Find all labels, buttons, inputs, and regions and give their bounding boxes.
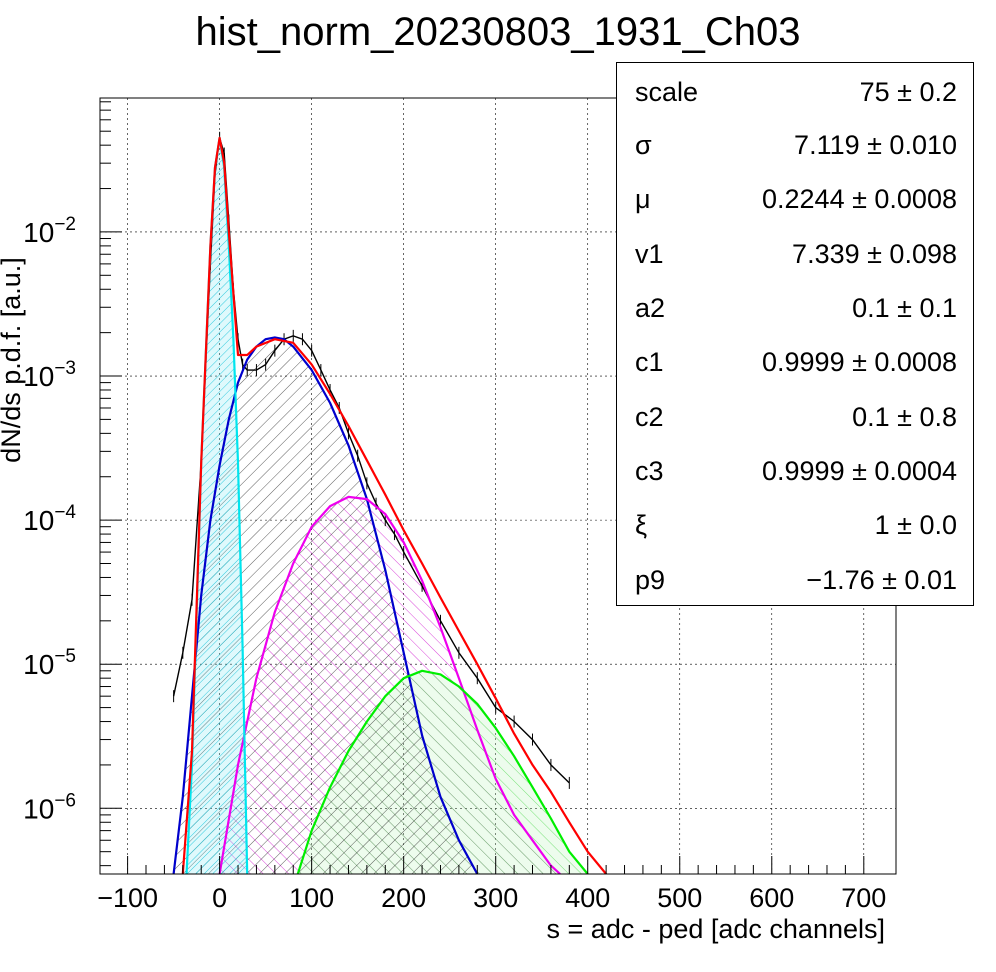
stat-name: c2 bbox=[635, 402, 664, 432]
stat-value: 0.2244 ± 0.0008 bbox=[762, 184, 957, 214]
stat-value: 1 ± 0.0 bbox=[874, 510, 957, 540]
x-tick-label: 200 bbox=[381, 883, 426, 913]
x-axis-label: s = adc - ped [adc channels] bbox=[547, 914, 885, 944]
stat-row: c3 0.9999 ± 0.0004 bbox=[617, 456, 973, 496]
stat-value: 7.339 ± 0.098 bbox=[792, 239, 957, 269]
stat-name: a2 bbox=[635, 293, 666, 323]
stat-row: v1 7.339 ± 0.098 bbox=[617, 239, 973, 279]
y-tick-label: 10−2 bbox=[23, 214, 76, 248]
x-tick-label: −100 bbox=[97, 883, 158, 913]
x-tick-label: 500 bbox=[657, 883, 702, 913]
blue-component-fill bbox=[173, 337, 478, 874]
stats-box: scale 75 ± 0.2 σ 7.119 ± 0.010 μ 0.2244 ± 0… bbox=[616, 62, 974, 606]
stat-row: c2 0.1 ± 0.8 bbox=[617, 402, 973, 442]
triple-pe-fit-line bbox=[296, 669, 589, 874]
stat-name: c3 bbox=[635, 456, 664, 486]
stat-value: 0.9999 ± 0.0004 bbox=[762, 456, 957, 486]
stat-name: scale bbox=[635, 77, 699, 107]
stat-row: a2 0.1 ± 0.1 bbox=[617, 293, 973, 333]
stat-name: p9 bbox=[635, 565, 666, 595]
stat-row: σ 7.119 ± 0.010 bbox=[617, 130, 973, 170]
stat-value: 7.119 ± 0.010 bbox=[794, 130, 957, 160]
component-fills bbox=[173, 137, 588, 874]
y-tick-label: 10−4 bbox=[23, 502, 76, 536]
x-tick-label: 0 bbox=[212, 883, 227, 913]
chart-title: hist_norm_20230803_1931_Ch03 bbox=[195, 10, 801, 54]
axes: −100 0 100 200 300 400 500 600 700 10−6 10−5 10−4 10… bbox=[23, 101, 886, 913]
y-tick-label: 10−6 bbox=[23, 790, 76, 824]
stat-row: ξ 1 ± 0.0 bbox=[617, 510, 973, 550]
stat-row: scale 75 ± 0.2 bbox=[617, 77, 973, 117]
stat-name: σ bbox=[635, 130, 652, 160]
y-tick-label: 10−5 bbox=[23, 646, 76, 680]
stat-value: −1.76 ± 0.01 bbox=[806, 565, 957, 595]
y-tick-label: 10−3 bbox=[23, 358, 76, 392]
double-pe-fit-line bbox=[218, 495, 561, 874]
total-fit-line bbox=[181, 136, 607, 874]
x-tick-label: 600 bbox=[749, 883, 794, 913]
stat-value: 0.1 ± 0.1 bbox=[852, 293, 957, 323]
x-tick-label: 400 bbox=[565, 883, 610, 913]
x-tick-label: 100 bbox=[289, 883, 334, 913]
stat-name: μ bbox=[635, 184, 651, 214]
x-tick-label: 300 bbox=[473, 883, 518, 913]
series-lines bbox=[172, 131, 607, 874]
stat-row: c1 0.9999 ± 0.0008 bbox=[617, 347, 973, 387]
stat-value: 0.9999 ± 0.0008 bbox=[762, 347, 957, 377]
stat-value: 75 ± 0.2 bbox=[859, 77, 957, 107]
stat-row: μ 0.2244 ± 0.0008 bbox=[617, 184, 973, 224]
x-tick-label: 700 bbox=[841, 883, 886, 913]
stat-name: ξ bbox=[635, 510, 648, 540]
single-pe-fit-line bbox=[172, 336, 479, 874]
stat-name: v1 bbox=[635, 239, 664, 269]
stat-value: 0.1 ± 0.8 bbox=[852, 402, 957, 432]
stat-row: p9 −1.76 ± 0.01 bbox=[617, 565, 973, 605]
y-axis-label: dN/ds p.d.f. [a.u.] bbox=[0, 257, 26, 463]
stat-name: c1 bbox=[635, 347, 664, 377]
